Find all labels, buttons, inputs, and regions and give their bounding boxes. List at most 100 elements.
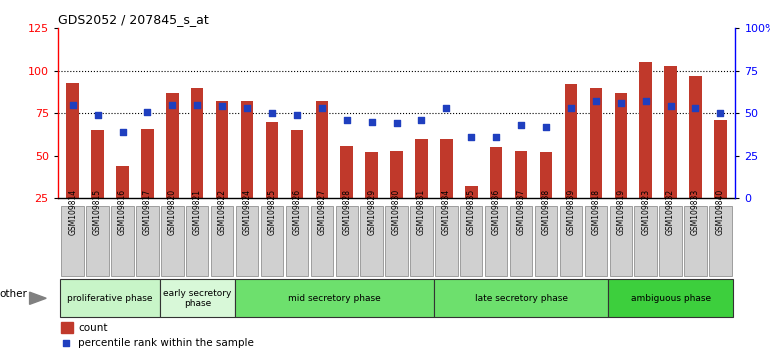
Text: GSM109817: GSM109817 <box>143 189 152 235</box>
FancyBboxPatch shape <box>286 206 308 275</box>
Point <box>141 109 153 114</box>
Text: GSM109822: GSM109822 <box>218 189 226 235</box>
Text: percentile rank within the sample: percentile rank within the sample <box>78 338 254 348</box>
Text: late secretory phase: late secretory phase <box>474 294 567 303</box>
FancyBboxPatch shape <box>584 206 607 275</box>
FancyBboxPatch shape <box>535 206 557 275</box>
Text: GSM109832: GSM109832 <box>666 189 675 235</box>
Point <box>515 122 527 128</box>
Point <box>191 102 203 108</box>
Text: GSM109823: GSM109823 <box>641 189 650 235</box>
Point <box>564 105 577 111</box>
Bar <box>366 152 378 198</box>
Point <box>266 110 278 116</box>
Bar <box>290 130 303 198</box>
FancyBboxPatch shape <box>336 206 358 275</box>
Point <box>316 105 328 111</box>
Text: GSM109816: GSM109816 <box>118 189 127 235</box>
Bar <box>241 101 253 198</box>
Text: GSM109834: GSM109834 <box>442 189 451 235</box>
Bar <box>490 147 502 198</box>
Text: GSM109819: GSM109819 <box>616 189 625 235</box>
FancyBboxPatch shape <box>434 279 608 318</box>
Point <box>116 129 129 135</box>
Text: GSM109831: GSM109831 <box>417 189 426 235</box>
FancyBboxPatch shape <box>211 206 233 275</box>
Bar <box>715 120 727 198</box>
Text: count: count <box>78 322 108 332</box>
Text: GSM109830: GSM109830 <box>392 189 401 235</box>
FancyBboxPatch shape <box>709 206 732 275</box>
Text: GSM109814: GSM109814 <box>69 189 77 235</box>
Bar <box>665 66 677 198</box>
FancyBboxPatch shape <box>460 206 483 275</box>
Bar <box>61 322 73 333</box>
FancyBboxPatch shape <box>236 206 258 275</box>
Point <box>60 341 72 346</box>
Text: GSM109824: GSM109824 <box>243 189 252 235</box>
Point <box>291 112 303 118</box>
Point <box>465 134 477 140</box>
Text: early secretory
phase: early secretory phase <box>163 289 232 308</box>
Point <box>366 119 378 125</box>
Point <box>614 100 627 106</box>
Point <box>440 105 453 111</box>
Bar <box>415 139 427 198</box>
Point <box>640 98 652 104</box>
FancyBboxPatch shape <box>610 206 632 275</box>
Bar <box>191 88 203 198</box>
Bar <box>141 129 154 198</box>
Text: GSM109826: GSM109826 <box>293 189 301 235</box>
FancyBboxPatch shape <box>634 206 657 275</box>
Text: GSM109815: GSM109815 <box>93 189 102 235</box>
FancyBboxPatch shape <box>161 206 183 275</box>
Text: mid secretory phase: mid secretory phase <box>288 294 380 303</box>
Text: GSM109825: GSM109825 <box>267 189 276 235</box>
Point <box>590 98 602 104</box>
Point <box>66 102 79 108</box>
Text: GSM109821: GSM109821 <box>192 189 202 235</box>
Text: GSM109835: GSM109835 <box>467 189 476 235</box>
Point <box>540 124 552 130</box>
Text: GSM109829: GSM109829 <box>367 189 376 235</box>
Bar <box>166 93 179 198</box>
Text: proliferative phase: proliferative phase <box>67 294 152 303</box>
Bar <box>515 151 527 198</box>
Point <box>689 105 701 111</box>
Bar <box>689 76 701 198</box>
FancyBboxPatch shape <box>310 206 333 275</box>
FancyBboxPatch shape <box>136 206 159 275</box>
Point <box>340 117 353 123</box>
Bar <box>639 62 652 198</box>
FancyBboxPatch shape <box>62 206 84 275</box>
Bar <box>465 186 477 198</box>
FancyBboxPatch shape <box>608 279 733 318</box>
FancyBboxPatch shape <box>685 206 707 275</box>
Text: GSM109818: GSM109818 <box>591 189 601 235</box>
Bar <box>116 166 129 198</box>
FancyBboxPatch shape <box>560 206 582 275</box>
Text: GDS2052 / 207845_s_at: GDS2052 / 207845_s_at <box>58 13 209 26</box>
Point <box>216 104 229 109</box>
Bar <box>92 130 104 198</box>
Point <box>415 117 427 123</box>
Point <box>715 110 727 116</box>
FancyBboxPatch shape <box>86 206 109 275</box>
Point <box>390 121 403 126</box>
Text: GSM109839: GSM109839 <box>567 189 575 235</box>
Point <box>490 134 502 140</box>
Bar <box>440 139 453 198</box>
FancyBboxPatch shape <box>160 279 235 318</box>
Point <box>92 112 104 118</box>
Text: GSM109837: GSM109837 <box>517 189 526 235</box>
FancyBboxPatch shape <box>261 206 283 275</box>
FancyBboxPatch shape <box>186 206 209 275</box>
Text: GSM109838: GSM109838 <box>541 189 551 235</box>
Bar <box>590 88 602 198</box>
FancyBboxPatch shape <box>60 279 160 318</box>
Text: GSM109828: GSM109828 <box>342 189 351 235</box>
Bar <box>340 145 353 198</box>
FancyBboxPatch shape <box>659 206 681 275</box>
Bar <box>614 93 627 198</box>
FancyBboxPatch shape <box>485 206 507 275</box>
